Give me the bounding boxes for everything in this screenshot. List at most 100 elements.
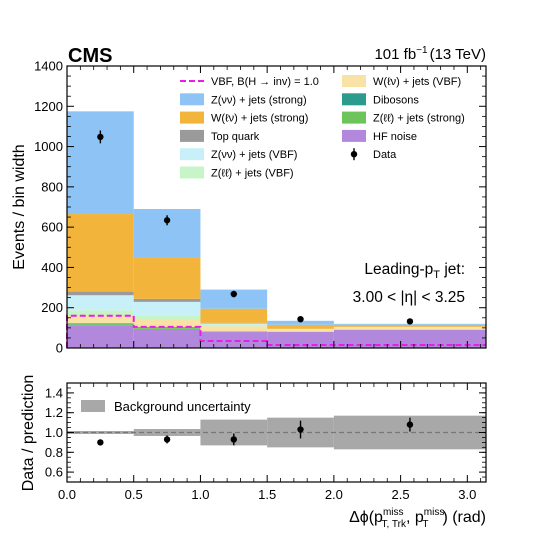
legend-label-3: HF noise	[373, 131, 417, 143]
legend-label-4: Z(νν) + jets (VBF)	[211, 149, 297, 161]
x-axis-label: Δϕ(pmiss T, Trk, pmiss T) (rad)	[349, 507, 486, 530]
signal-step-line	[66, 314, 486, 348]
legend-label-0: VBF, B(H → inv) = 1.0	[211, 76, 319, 88]
stack-bar-z-jets-strong--bin-2	[200, 289, 268, 309]
data-point-0	[97, 133, 104, 141]
luminosity-label: 101 fb−1 (13 TeV)	[374, 45, 486, 63]
legend-swatch-2	[180, 111, 204, 124]
stack-bar-top-quark-bin-1	[133, 298, 201, 302]
ratio-y-axis-label: Data / prediction	[20, 375, 37, 492]
legend-label-5: Z(ℓℓ) + jets (VBF)	[211, 168, 294, 180]
stack-bar-z-jets-vbf--bin-2	[200, 323, 268, 325]
legend-label-4: Data	[373, 149, 397, 161]
stack-bar-hf-noise-bin-2	[200, 331, 268, 348]
ratio-legend-label: Background uncertainty	[114, 399, 251, 414]
stack-bar-z-jets-vbf--bin-2	[200, 324, 268, 327]
legend-label-1: Z(νν) + jets (strong)	[211, 94, 307, 106]
stack-bar-z-jets-strong--bin-3	[267, 320, 334, 325]
stack-bar-dibosons-bin-0	[67, 323, 134, 325]
background-stack	[67, 111, 486, 348]
data-point-1	[163, 217, 171, 224]
ratio-point-0	[97, 439, 104, 446]
ratio-y-tick-label-4: 1.4	[45, 385, 63, 400]
x-tick-label-4: 2.0	[325, 487, 343, 502]
stack-bar-w-jets-strong--bin-2	[200, 308, 268, 323]
legend-label-2: W(ℓν) + jets (strong)	[211, 113, 308, 125]
legend-swatch-0	[342, 75, 366, 87]
ratio-plot-panel: 0.6 0.8 1.0 1.2 1.4 0.0 0.5 1.0 1.5 2.0 2.5 3.0 Ba…	[45, 382, 487, 502]
legend-label-0: W(ℓν) + jets (VBF)	[373, 76, 461, 88]
data-point-2	[230, 290, 237, 298]
stack-bar-w-jets-strong--bin-4	[333, 324, 486, 327]
stack-bar-w-jets-vbf--bin-2	[200, 326, 268, 332]
legend-swatch-4	[180, 148, 204, 161]
x-tick-label-2: 1.0	[191, 487, 209, 502]
x-tick-label-1: 0.5	[125, 487, 143, 502]
main-y-axis: 0 200 400 600 800 1000 1200 1400	[34, 59, 486, 356]
ratio-y-axis: 0.6 0.8 1.0 1.2 1.4	[45, 382, 486, 483]
legend: VBF, B(H → inv) = 1.0 Z(νν) + jets (stron…	[180, 75, 465, 180]
data-point-4	[406, 318, 414, 325]
stack-bar-w-jets-vbf--bin-1	[133, 320, 201, 328]
legend-data-marker	[350, 151, 358, 158]
x-tick-label-5: 2.5	[392, 487, 410, 502]
stack-bar-top-quark-bin-2	[200, 322, 268, 324]
ratio-y-tick-label-2: 1.0	[45, 425, 63, 440]
y-tick-label-0: 0	[56, 341, 63, 356]
x-tick-label-3: 1.5	[258, 487, 276, 502]
stack-bar-w-jets-vbf--bin-4	[333, 327, 486, 330]
stack-bar-z-jets-strong--bin-0	[67, 324, 134, 326]
stack-bar-z-jets-vbf--bin-1	[133, 301, 201, 316]
stack-bar-w-jets-vbf--bin-0	[67, 315, 134, 324]
main-plot-panel: 0 200 400 600 800 1000 1200 1400	[34, 59, 487, 356]
jet-annotation: Leading-pT jet:	[364, 261, 465, 281]
stack-bar-z-jets-vbf--bin-0	[67, 295, 134, 311]
y-tick-label-2: 400	[41, 260, 63, 275]
stack-bar-z-jets-strong--bin-0	[67, 111, 134, 215]
ratio-point-4	[406, 421, 414, 428]
stack-bar-z-jets-strong--bin-1	[133, 327, 201, 329]
stack-bar-w-jets-vbf--bin-3	[267, 329, 334, 332]
ratio-point-2	[230, 436, 237, 443]
ratio-y-tick-label-3: 1.2	[45, 405, 63, 420]
stack-bar-w-jets-strong--bin-1	[133, 257, 201, 299]
main-y-axis-label: Events / bin width	[11, 144, 28, 269]
y-tick-label-5: 1000	[34, 139, 63, 154]
legend-label-3: Top quark	[211, 131, 260, 143]
stack-bar-hf-noise-bin-1	[133, 328, 201, 348]
ratio-point-3	[297, 426, 304, 433]
legend-swatch-5	[180, 166, 204, 179]
legend-swatch-2	[342, 111, 366, 124]
data-point-3	[297, 315, 304, 323]
legend-swatch-1	[342, 93, 366, 106]
legend-swatch-1	[180, 93, 204, 106]
stack-bar-hf-noise-bin-4	[333, 329, 486, 348]
signal-histogram	[66, 314, 486, 348]
legend-label-2: Z(ℓℓ) + jets (strong)	[373, 113, 465, 125]
ratio-point-1	[163, 436, 171, 443]
ratio-legend-swatch	[81, 400, 105, 412]
stack-bar-z-jets-vbf--bin-0	[67, 310, 134, 316]
stack-bar-hf-noise-bin-3	[267, 331, 334, 348]
experiment-label: CMS	[68, 45, 112, 67]
data-points	[97, 130, 414, 325]
stack-bar-hf-noise-bin-0	[67, 325, 134, 348]
stack-bar-w-jets-strong--bin-3	[267, 324, 334, 329]
ratio-points	[97, 417, 414, 446]
y-tick-label-1: 200	[41, 300, 63, 315]
y-tick-label-3: 600	[41, 220, 63, 235]
stack-bar-w-jets-strong--bin-0	[67, 214, 134, 292]
y-tick-label-7: 1400	[34, 59, 63, 74]
stack-bar-top-quark-bin-0	[67, 291, 134, 296]
legend-swatch-3	[180, 129, 204, 142]
ratio-x-axis: 0.0 0.5 1.0 1.5 2.0 2.5 3.0	[58, 383, 482, 502]
legend-label-1: Dibosons	[373, 94, 419, 106]
main-x-ticks	[66, 66, 482, 348]
ratio-y-tick-label-0: 0.6	[45, 465, 63, 480]
eta-annotation: 3.00 < |η| < 3.25	[353, 289, 465, 306]
x-tick-label-6: 3.0	[458, 487, 476, 502]
ratio-y-tick-label-1: 0.8	[45, 445, 63, 460]
y-tick-label-4: 800	[41, 179, 63, 194]
legend-swatch-3	[342, 129, 366, 142]
